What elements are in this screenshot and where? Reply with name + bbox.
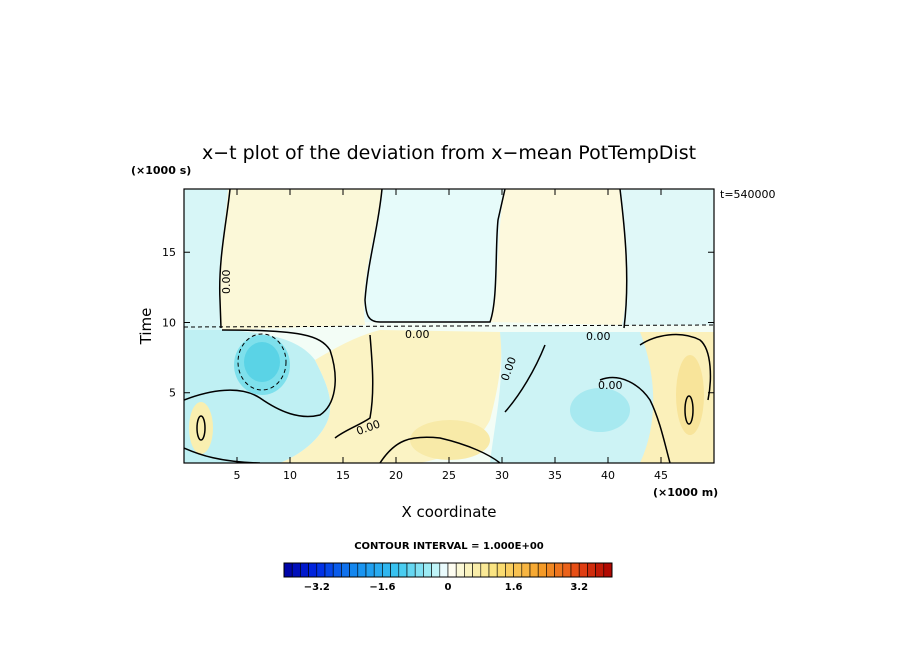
colorbar-cell xyxy=(464,562,473,578)
x-tick-label: 5 xyxy=(234,469,241,482)
contour-interval: CONTOUR INTERVAL = 1.000E+00 xyxy=(354,541,544,552)
colorbar-ticks: −3.2 −1.6 0 1.6 3.2 xyxy=(304,582,588,593)
y-tick-label: 15 xyxy=(162,246,176,259)
colorbar-cell xyxy=(291,562,301,578)
colorbar-tick-label: −1.6 xyxy=(369,582,395,593)
colorbar-cell xyxy=(398,562,408,578)
colorbar-cell xyxy=(529,562,539,578)
colorbar-tick-label: −3.2 xyxy=(304,582,330,593)
colorbar-cell xyxy=(496,562,506,578)
colorbar-cell xyxy=(554,562,564,578)
heatmap-field xyxy=(184,189,714,463)
contour-label: 0.00 xyxy=(405,328,430,341)
contour-label: 0.00 xyxy=(220,270,233,295)
colorbar-cell xyxy=(332,562,342,578)
colorbar-cell xyxy=(480,562,490,578)
colorbar-cell xyxy=(283,562,293,578)
colorbar-cell xyxy=(513,562,523,578)
colorbar-cell xyxy=(587,562,596,578)
y-unit-label: (×1000 s) xyxy=(131,164,191,177)
colorbar-cell xyxy=(308,562,318,578)
colorbar-cell xyxy=(455,562,465,578)
x-tick-label: 25 xyxy=(442,469,456,482)
colorbar xyxy=(283,562,613,578)
contour-label: 0.00 xyxy=(586,330,611,343)
x-tick-label: 45 xyxy=(654,469,668,482)
x-tick-label: 40 xyxy=(601,469,615,482)
y-tick-label: 5 xyxy=(169,387,176,400)
x-tick-label: 30 xyxy=(495,469,509,482)
colorbar-cell xyxy=(521,562,531,578)
colorbar-cell xyxy=(357,562,367,578)
colorbar-cell xyxy=(603,562,613,578)
colorbar-cell xyxy=(488,562,498,578)
colorbar-cell xyxy=(546,562,555,578)
colorbar-tick-label: 0 xyxy=(445,582,452,593)
colorbar-cell xyxy=(390,562,400,578)
colorbar-cell xyxy=(562,562,572,578)
x-axis: 5 10 15 20 25 30 35 40 45 xyxy=(234,189,668,482)
contour-labels: 0.00 0.00 0.00 0.00 0.00 0.00 xyxy=(220,270,623,438)
x-tick-label: 10 xyxy=(283,469,297,482)
time-label: t=540000 xyxy=(720,188,776,201)
colorbar-tick-label: 3.2 xyxy=(570,582,588,593)
colorbar-cell xyxy=(316,562,326,578)
y-tick-label: 10 xyxy=(162,316,176,329)
colorbar-cell xyxy=(365,562,375,578)
colorbar-cell xyxy=(406,562,416,578)
colorbar-cell xyxy=(349,562,359,578)
colorbar-cell xyxy=(414,562,424,578)
x-tick-label: 15 xyxy=(336,469,350,482)
colorbar-cell xyxy=(595,562,605,578)
colorbar-cell xyxy=(300,562,309,578)
colorbar-cell xyxy=(423,562,432,578)
x-unit-label: (×1000 m) xyxy=(653,486,718,499)
colorbar-cell xyxy=(324,562,334,578)
colorbar-cell xyxy=(570,562,580,578)
x-axis-label: X coordinate xyxy=(401,503,496,521)
colorbar-cell xyxy=(472,562,482,578)
colorbar-cell xyxy=(447,562,457,578)
chart-title: x−t plot of the deviation from x−mean Po… xyxy=(202,142,696,164)
colorbar-cell xyxy=(341,562,350,578)
colorbar-tick-label: 1.6 xyxy=(505,582,523,593)
y-axis: 5 10 15 xyxy=(162,246,714,400)
contour-label: 0.00 xyxy=(598,379,623,392)
colorbar-cell xyxy=(382,562,391,578)
colorbar-cell xyxy=(373,562,383,578)
negative-contours xyxy=(183,324,715,391)
colorbar-cell xyxy=(505,562,514,578)
colorbar-cell xyxy=(431,562,441,578)
x-tick-label: 35 xyxy=(548,469,562,482)
colorbar-cell xyxy=(578,562,588,578)
colorbar-cell xyxy=(537,562,547,578)
y-axis-label: Time xyxy=(137,308,155,346)
x-tick-label: 20 xyxy=(389,469,403,482)
colorbar-cell xyxy=(439,562,449,578)
